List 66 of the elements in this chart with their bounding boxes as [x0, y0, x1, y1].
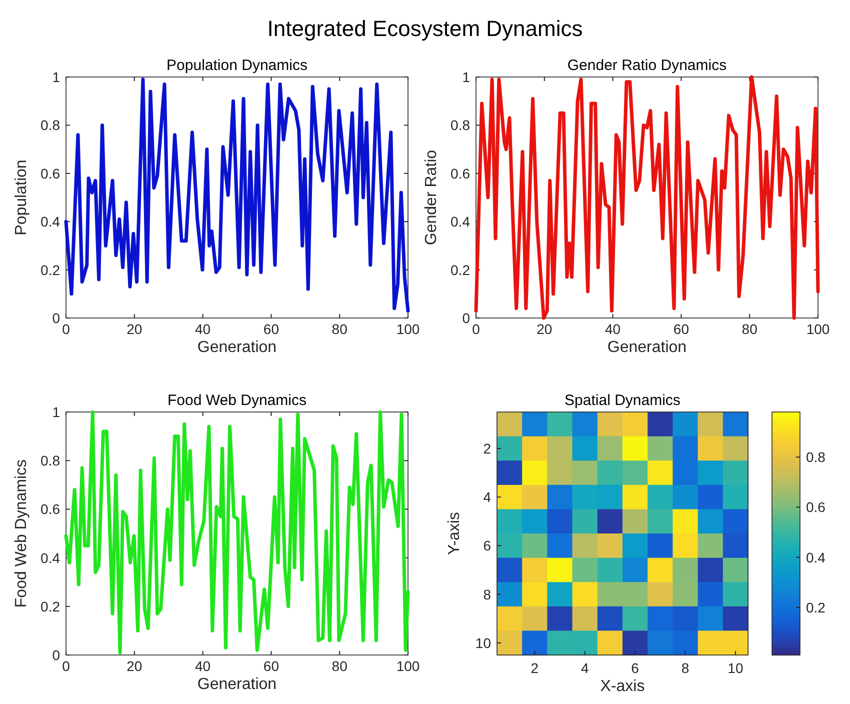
y-tick-label: 0: [52, 310, 60, 326]
line-series: [64, 78, 410, 313]
color-bar-label: 0.6: [806, 499, 826, 516]
y-tick-label: 1: [52, 69, 60, 85]
chart-title: Population Dynamics: [166, 57, 308, 74]
x-tick-label: 60: [263, 321, 280, 337]
y-tick-label: 4: [483, 489, 492, 506]
y-axis-title: Population: [13, 160, 30, 236]
y-tick-label: 1: [462, 69, 470, 85]
y-tick-label: 0.4: [40, 214, 60, 230]
x-tick-label: 40: [605, 321, 621, 337]
y-tick-label: 2: [483, 440, 492, 456]
x-tick-label: 0: [472, 321, 480, 337]
y-tick-label: 0.2: [450, 262, 470, 278]
y-axis-title: Food Web Dynamics: [13, 459, 30, 608]
y-axis-title: Y-axis: [446, 512, 463, 555]
y-tick-label: 0.2: [40, 262, 60, 278]
y-tick-label: 0.2: [40, 598, 60, 614]
x-tick-label: 80: [332, 658, 348, 674]
text: Integrated Ecosystem Dynamics: [267, 16, 583, 41]
y-tick-label: 0.6: [450, 165, 470, 182]
x-tick-label: 40: [195, 658, 211, 674]
y-axis-title: Gender Ratio: [423, 150, 440, 246]
chart-title: Gender Ratio Dynamics: [567, 57, 727, 74]
y-tick-label: 0: [462, 310, 470, 326]
x-tick-label: 60: [263, 658, 280, 674]
color-bar-label: 0.4: [806, 549, 826, 566]
x-axis-title: X-axis: [600, 678, 645, 695]
x-tick-label: 100: [806, 321, 830, 337]
x-tick-label: 20: [536, 321, 552, 337]
y-tick-label: 0.8: [40, 452, 60, 469]
chart-title: Food Web Dynamics: [168, 392, 306, 409]
x-tick-label: 6: [631, 660, 640, 676]
x-tick-label: 100: [396, 658, 420, 674]
x-tick-label: 10: [728, 660, 744, 676]
x-tick-label: 2: [530, 660, 539, 676]
x-tick-label: 20: [126, 321, 142, 337]
line-series: [474, 75, 820, 320]
color-bar-label: 0.8: [806, 449, 826, 466]
x-axis-title: Generation: [607, 339, 687, 356]
y-tick-label: 0.6: [40, 501, 60, 518]
y-tick-label: 8: [483, 586, 492, 602]
y-tick-label: 0.4: [450, 214, 470, 230]
x-tick-label: 20: [126, 658, 142, 674]
x-tick-label: 4: [580, 660, 589, 676]
x-tick-label: 80: [742, 321, 758, 337]
y-tick-label: 0.8: [40, 117, 60, 134]
chart-title: Spatial Dynamics: [564, 392, 680, 409]
x-tick-label: 0: [62, 658, 70, 674]
x-tick-label: 0: [62, 321, 70, 337]
x-tick-label: 40: [195, 321, 211, 337]
y-tick-label: 0: [52, 647, 60, 663]
y-tick-label: 1: [52, 404, 60, 420]
x-tick-label: 8: [681, 660, 690, 676]
x-tick-label: 80: [332, 321, 348, 337]
x-tick-label: 60: [673, 321, 690, 337]
x-axis-title: Generation: [197, 339, 277, 356]
x-tick-label: 100: [396, 321, 420, 337]
y-tick-label: 6: [483, 538, 492, 554]
y-tick-label: 0.4: [40, 550, 60, 566]
color-bar-label: 0.2: [806, 599, 826, 616]
y-tick-label: 0.8: [450, 117, 470, 134]
line-series: [64, 410, 410, 654]
x-axis-title: Generation: [197, 676, 277, 693]
y-tick-label: 10: [475, 634, 492, 651]
y-tick-label: 0.6: [40, 165, 60, 182]
